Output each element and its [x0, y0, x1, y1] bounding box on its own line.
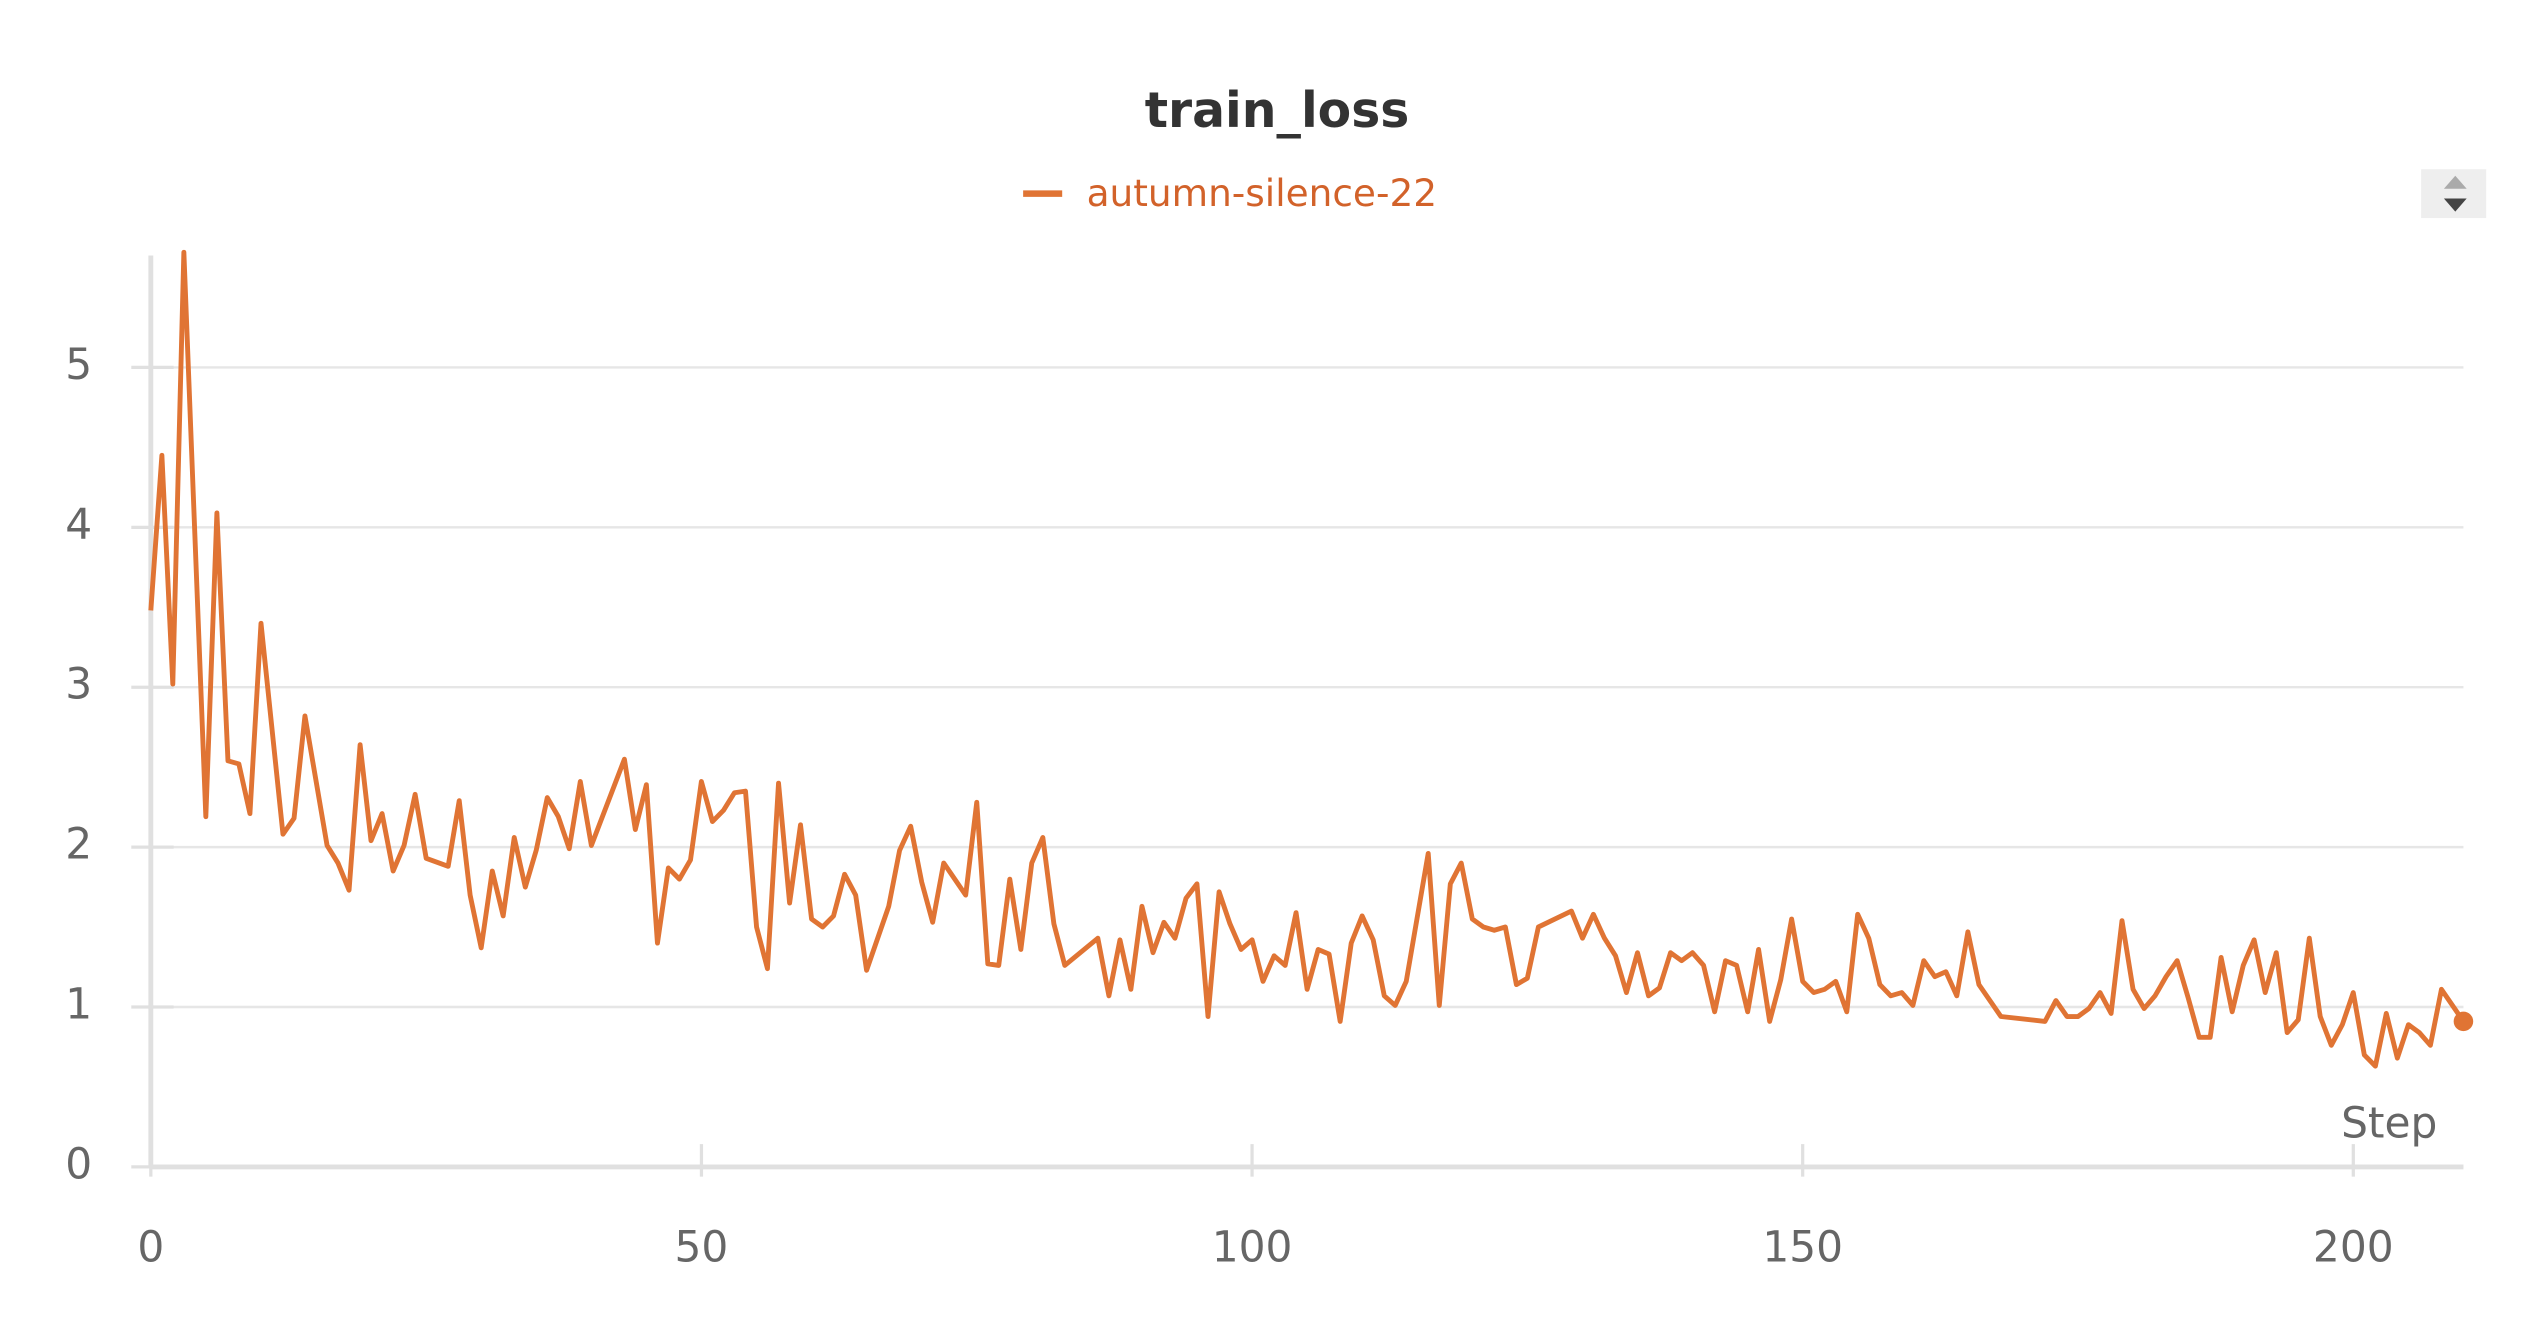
y-tick-label: 3	[65, 660, 92, 709]
y-tick-label: 4	[65, 500, 92, 549]
x-tick-label: 50	[675, 1222, 729, 1271]
y-tick-label: 5	[65, 340, 92, 389]
x-tick-label: 200	[2313, 1222, 2394, 1271]
end-point	[2453, 1011, 2474, 1032]
line-series	[148, 249, 2466, 1069]
scroll-up[interactable]	[2443, 175, 2467, 189]
scroll-bg[interactable]	[2421, 169, 2487, 219]
y-tick-label: 0	[65, 1139, 92, 1188]
scroll-control[interactable]	[2421, 169, 2487, 219]
x-tick-label: 150	[1762, 1222, 1843, 1271]
scroll-down[interactable]	[2443, 198, 2467, 212]
x-tick-label: 0	[137, 1222, 164, 1271]
chart-title: train_loss	[1145, 82, 1410, 139]
y-tick-label: 1	[65, 979, 92, 1028]
x-axis-label: Step	[2341, 1099, 2437, 1148]
y-tick-label: 2	[65, 820, 92, 869]
x-tick-label: 100	[1212, 1222, 1293, 1271]
legend-label[interactable]: autumn-silence-22	[1087, 171, 1437, 215]
